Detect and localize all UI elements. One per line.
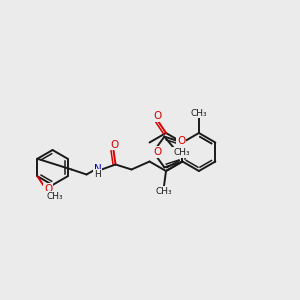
Text: O: O: [153, 111, 161, 121]
Text: CH₃: CH₃: [156, 187, 172, 196]
Text: H: H: [94, 170, 101, 179]
Text: N: N: [94, 164, 101, 173]
Text: O: O: [44, 184, 52, 194]
Text: O: O: [177, 136, 186, 146]
Text: CH₃: CH₃: [190, 109, 207, 118]
Text: CH₃: CH₃: [46, 192, 63, 201]
Text: CH₃: CH₃: [173, 148, 190, 157]
Text: O: O: [110, 140, 119, 149]
Text: O: O: [153, 147, 161, 157]
